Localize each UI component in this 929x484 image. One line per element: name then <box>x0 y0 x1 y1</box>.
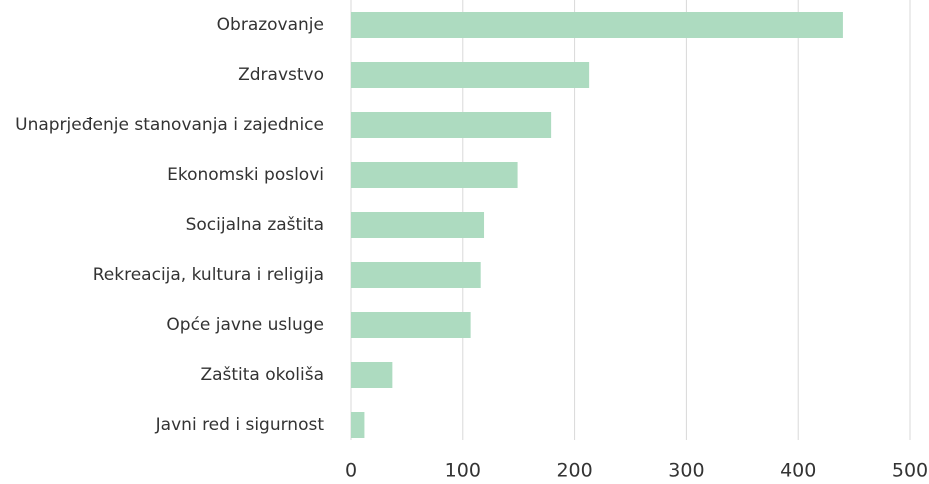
x-tick-label: 200 <box>556 460 592 482</box>
y-tick-label: Ekonomski poslovi <box>167 165 324 185</box>
y-tick-label: Javni red i sigurnost <box>155 415 325 435</box>
bar <box>351 412 365 438</box>
y-tick-label: Obrazovanje <box>217 15 324 35</box>
y-tick-label: Zdravstvo <box>238 65 324 85</box>
y-tick-label: Socijalna zaštita <box>186 215 324 235</box>
y-tick-label: Rekreacija, kultura i religija <box>93 265 324 285</box>
bar <box>351 12 843 38</box>
bar <box>351 62 590 88</box>
y-tick-label: Opće javne usluge <box>166 315 324 335</box>
x-tick-label: 0 <box>345 460 357 482</box>
bar <box>351 362 393 388</box>
x-tick-label: 100 <box>445 460 481 482</box>
bar <box>351 162 518 188</box>
y-tick-label: Unaprjeđenje stanovanja i zajednice <box>15 115 324 135</box>
bar <box>351 212 485 238</box>
x-tick-label: 500 <box>892 460 928 482</box>
bar <box>351 312 471 338</box>
bar <box>351 112 552 138</box>
x-tick-label: 300 <box>668 460 704 482</box>
x-tick-label: 400 <box>780 460 816 482</box>
y-tick-label: Zaštita okoliša <box>200 365 324 385</box>
bar <box>351 262 481 288</box>
